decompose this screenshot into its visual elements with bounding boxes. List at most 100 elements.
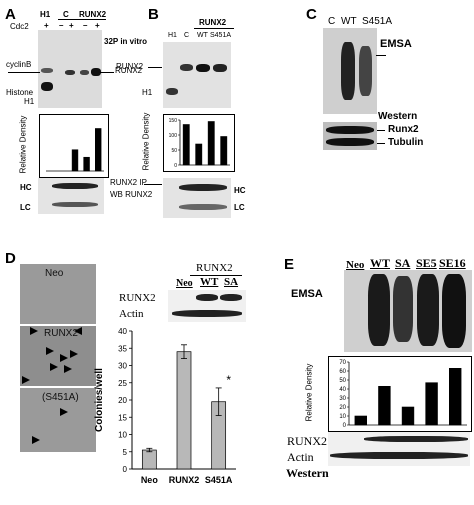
panel-e-smear-sa xyxy=(393,276,413,342)
panel-a-ylabel: Relative Density xyxy=(18,115,28,174)
panel-a-band-runx2-b xyxy=(91,68,101,76)
panel-e-lane-se16: SE16 xyxy=(439,256,466,270)
panel-c-emsa-arrow xyxy=(376,55,386,56)
colony-arrow xyxy=(46,347,54,355)
panel-e-emsa-label: EMSA xyxy=(291,288,323,300)
y-tick-label: 10 xyxy=(118,431,127,440)
colony-arrow xyxy=(64,365,72,373)
panel-d-colony-chart: 0 5 10 15 20 25 30 35 40 Colonies/well Neo RUNX2 S45… xyxy=(94,327,236,485)
panel-a-title: 32P in vitro xyxy=(104,37,147,46)
y-tick-label: 15 xyxy=(118,413,127,422)
y-tick-label: 60 xyxy=(339,369,346,375)
panel-a-hc-label: HC xyxy=(20,183,32,192)
bar-neo xyxy=(141,449,157,470)
panel-a-cdc2-1: + xyxy=(44,21,49,30)
panel-b-lane-s451a: S451A xyxy=(210,32,232,39)
panel-c-emsa-smear-wt xyxy=(341,42,355,100)
panel-a-cyclinb-arrow xyxy=(8,72,40,73)
panel-d-colony-arrows xyxy=(22,327,82,444)
y-tick-label: 0 xyxy=(123,465,128,474)
panel-b-lc-label: LC xyxy=(234,203,245,212)
panel-a-group-c: C xyxy=(63,10,69,19)
panel-a-group-h1: H1 xyxy=(40,10,51,19)
panel-c-western-blot xyxy=(323,122,377,150)
panel-c-lane-wt: WT xyxy=(341,16,357,27)
panel-a-cdc2-4: – xyxy=(83,21,88,30)
panel-b-letter: B xyxy=(148,6,159,23)
bar-wt xyxy=(207,121,215,166)
bar-neo xyxy=(354,415,367,426)
panel-d-actin-band xyxy=(172,310,242,317)
panel-a-lc-label: LC xyxy=(20,203,31,212)
x-tick-label-s451a: S451A xyxy=(205,475,233,485)
y-tick-label: 100 xyxy=(169,133,178,139)
panel-c-tubulin-band xyxy=(326,138,374,146)
panel-a-band-cyclinb xyxy=(41,68,53,73)
panel-a-cdc2-2: – xyxy=(59,21,64,30)
y-tick-label: 25 xyxy=(118,379,127,388)
panel-e-lane-neo: Neo xyxy=(346,259,365,271)
colony-arrow xyxy=(22,376,30,384)
panel-a-cdc2-3: + xyxy=(69,21,74,30)
bar-se16 xyxy=(449,368,462,426)
panel-c-runx2-band xyxy=(326,126,374,134)
panel-e-row-runx2: RUNX2 xyxy=(287,434,328,448)
panel-d-letter: D xyxy=(5,250,16,267)
panel-e-emsa-gel xyxy=(344,270,472,352)
panel-e-runx2-band xyxy=(364,436,468,442)
panel-a-group-underline xyxy=(58,19,106,20)
y-tick-label: 30 xyxy=(339,396,346,402)
panel-a-cyclinb-label: cyclinB xyxy=(6,60,32,69)
bar-c- xyxy=(71,149,79,172)
panel-b-runx2-arrow xyxy=(148,67,162,68)
panel-c-tubulin-label: Tubulin xyxy=(388,137,424,148)
y-tick-label: 20 xyxy=(339,405,346,411)
colony-arrow xyxy=(74,327,82,335)
y-tick-label: 70 xyxy=(339,360,346,366)
bar-runx2- xyxy=(94,128,102,172)
panel-d-western-header: RUNX2 xyxy=(196,262,233,274)
x-tick-label-runx2: RUNX2 xyxy=(169,475,200,485)
panel-a-band-h1 xyxy=(41,82,53,91)
y-tick-label: 50 xyxy=(171,148,177,154)
panel-a-histone-label: Histone xyxy=(6,88,34,97)
panel-d-well-runx2 xyxy=(20,326,96,386)
panel-d-well-label-neo: Neo xyxy=(45,268,64,279)
y-axis-label: Colonies/well xyxy=(94,368,105,432)
panel-b-autoradiograph xyxy=(163,42,231,108)
panel-e-bar-svg: 0 10 20 30 40 50 60 70 xyxy=(339,360,467,429)
panel-a-cdc2-5: + xyxy=(95,21,100,30)
colony-arrow xyxy=(50,363,58,371)
panel-c-lane-s451a: S451A xyxy=(362,16,393,27)
panel-b-hc-band xyxy=(179,184,227,191)
panel-a-band-runx2-c xyxy=(65,70,75,75)
panel-e-lane-se5: SE5 xyxy=(416,256,437,270)
x-tick-label-neo: Neo xyxy=(141,475,159,485)
panel-c-emsa-gel xyxy=(323,28,377,114)
panel-d-row-runx2: RUNX2 xyxy=(119,292,156,304)
panel-b-hc-label: HC xyxy=(234,186,246,195)
panel-e-western-blot xyxy=(328,432,470,466)
panel-d-well-label-s451a: (S451A) xyxy=(42,392,79,403)
panel-e-row-actin: Actin xyxy=(287,450,314,464)
panel-e-letter: E xyxy=(284,256,295,273)
panel-a-runx2-arrow xyxy=(100,72,114,73)
panel-a-letter: A xyxy=(5,6,16,23)
panel-a-ip-blot xyxy=(38,178,104,214)
panel-b-header: RUNX2 xyxy=(199,18,227,27)
panel-b-ip-blot xyxy=(163,178,231,218)
panel-a-autoradiograph xyxy=(38,30,102,108)
bar-h1 xyxy=(182,124,190,166)
bar-sa xyxy=(401,406,415,426)
y-tick-label: 150 xyxy=(169,118,178,124)
panel-c-runx2-label: Runx2 xyxy=(388,124,419,135)
panel-b-band-runx2-wt xyxy=(196,64,210,72)
panel-a-runx2-label: RUNX2 xyxy=(115,66,143,75)
panel-a-ip-label: RUNX2 IP xyxy=(110,178,147,187)
panel-c-letter: C xyxy=(306,6,317,23)
panel-b-lc-band xyxy=(179,204,227,210)
panel-b-ylabel: Relative Density xyxy=(141,112,151,171)
panel-e-density-chart: 0 10 20 30 40 50 60 70 xyxy=(328,356,472,432)
panel-c-emsa-label: EMSA xyxy=(380,38,412,50)
bar-se5 xyxy=(425,382,438,426)
